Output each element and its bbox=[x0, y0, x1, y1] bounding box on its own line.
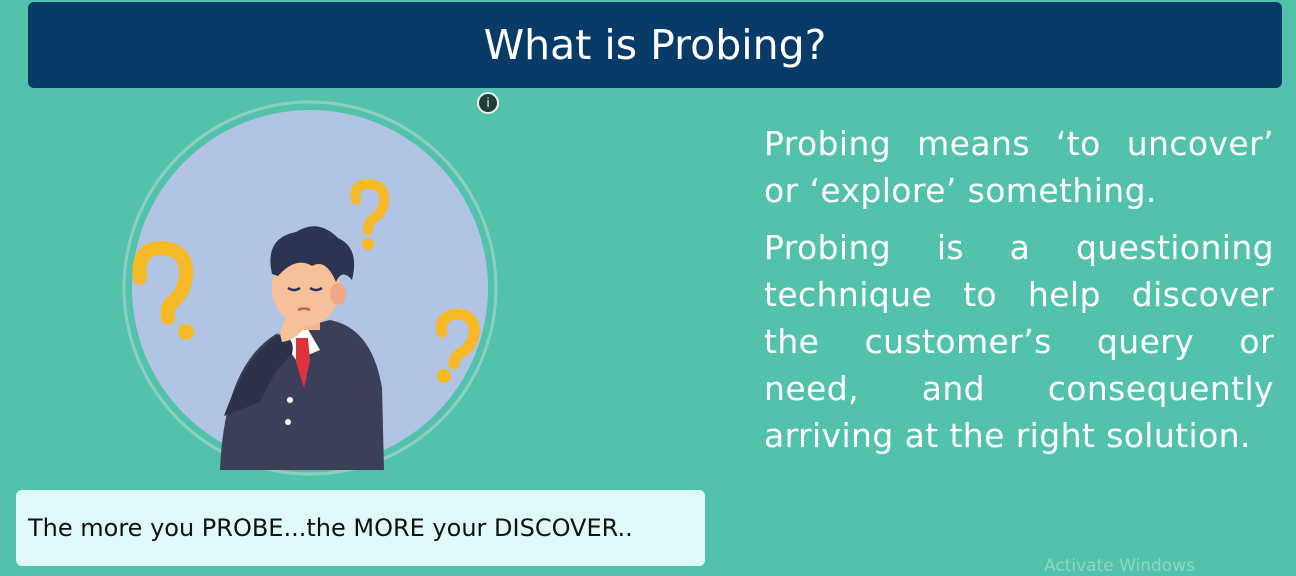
definition-paragraph: Probing means ‘to uncover’ or ‘explore’ … bbox=[764, 124, 1274, 210]
mouth bbox=[297, 307, 311, 312]
info-icon-glyph: i bbox=[486, 96, 490, 110]
callout-text: The more you PROBE...the MORE your DISCO… bbox=[28, 514, 633, 542]
tie bbox=[296, 338, 310, 388]
eye-left bbox=[287, 286, 301, 292]
question-mark-left-icon bbox=[132, 240, 194, 325]
suit-button-1 bbox=[287, 397, 293, 403]
explanation-paragraph: Probing is a questioning technique to he… bbox=[764, 228, 1274, 455]
slide-title: What is Probing? bbox=[483, 21, 827, 69]
head bbox=[272, 250, 340, 326]
question-mark-top-dot bbox=[362, 238, 374, 250]
raised-arm bbox=[224, 334, 293, 416]
ear bbox=[330, 283, 346, 305]
question-mark-top-icon bbox=[350, 178, 390, 235]
question-mark-right-icon bbox=[435, 308, 480, 370]
thinking-man-illustration bbox=[122, 100, 498, 476]
hand bbox=[280, 312, 305, 342]
outer-ring bbox=[122, 100, 498, 476]
hair bbox=[270, 226, 355, 282]
title-bar: What is Probing? bbox=[28, 2, 1282, 88]
question-mark-left-dot bbox=[178, 324, 194, 340]
suit-button-2 bbox=[285, 419, 291, 425]
info-icon[interactable]: i bbox=[477, 92, 499, 114]
callout-box: The more you PROBE...the MORE your DISCO… bbox=[16, 490, 705, 566]
question-mark-right-dot bbox=[437, 369, 451, 383]
eye-right bbox=[309, 286, 323, 292]
activate-windows-watermark: Activate Windows bbox=[1044, 556, 1195, 576]
